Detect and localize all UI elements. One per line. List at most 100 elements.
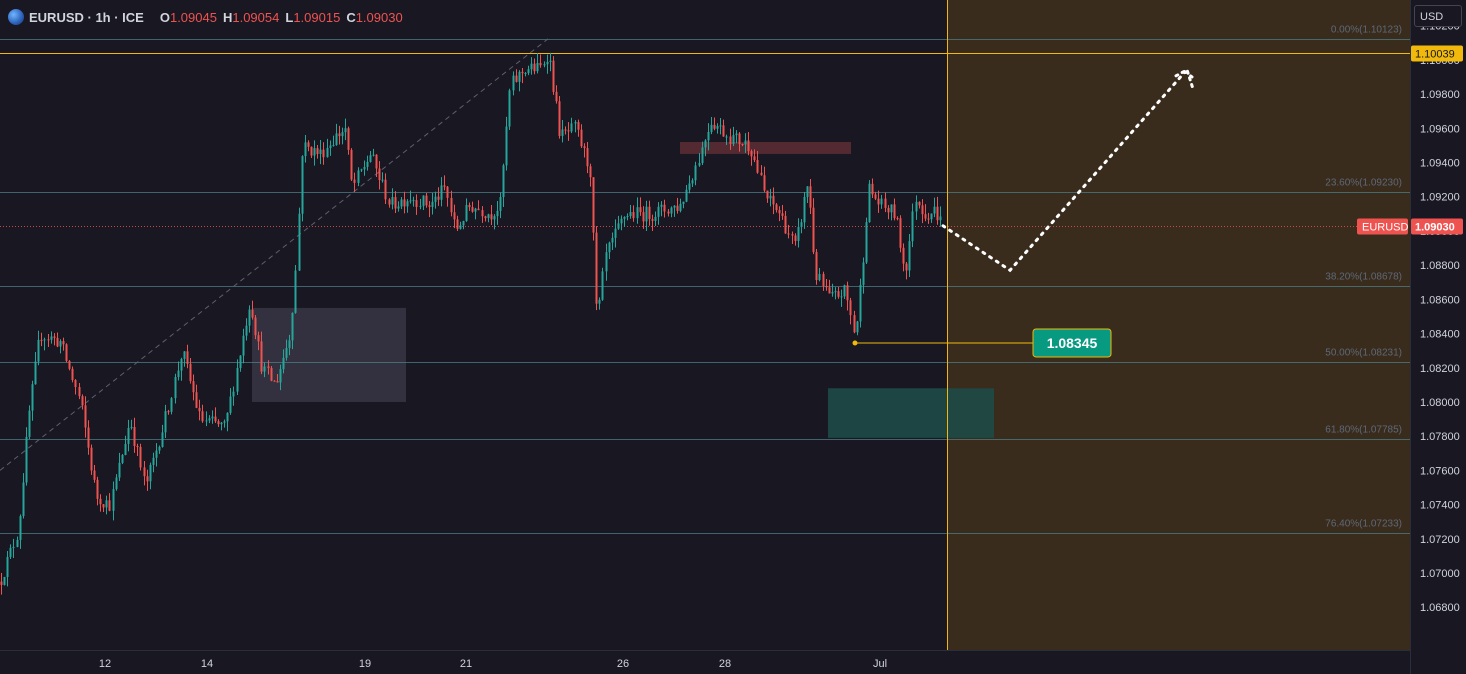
candle-body [493, 216, 496, 220]
candle-body [201, 411, 204, 422]
candle-body [344, 128, 347, 133]
candle-body [840, 296, 843, 298]
candle-body [834, 291, 837, 293]
candle-body [787, 233, 790, 235]
candle-body [248, 309, 251, 326]
candle-body [143, 467, 146, 477]
candle-body [341, 132, 344, 137]
candle-body [471, 207, 474, 212]
candle-body [753, 156, 756, 161]
high-value: 1.09054 [232, 9, 280, 25]
candle-body [657, 206, 660, 217]
candle-body [608, 242, 611, 253]
candle-body [205, 420, 208, 422]
candle-body [490, 214, 493, 220]
candle-body [561, 129, 564, 136]
candle-body [43, 339, 46, 341]
candle-body [329, 145, 332, 149]
current-price-badge-text: 1.09030 [1415, 222, 1455, 234]
candle-body [25, 436, 28, 483]
candle-body [254, 317, 257, 336]
candle-body [595, 232, 598, 304]
candle-body [217, 421, 220, 425]
candle-body [353, 179, 356, 183]
symbol-title[interactable]: EURUSD · 1h · ICE [29, 9, 144, 25]
candle-body [149, 464, 152, 482]
candle-body [19, 516, 22, 540]
candle-body [415, 200, 418, 207]
candle-body [139, 446, 142, 468]
candle-body [722, 125, 725, 137]
candle-body [456, 219, 459, 229]
candle-body [642, 212, 645, 222]
candle-body [825, 285, 828, 288]
symbol-header: EURUSD · 1h · ICE O 1.09045 H 1.09054 L 1.0… [8, 8, 403, 26]
candle-body [183, 351, 186, 359]
candle-body [822, 273, 825, 286]
candle-body [291, 312, 294, 341]
candle-body [871, 183, 874, 195]
candle-body [108, 500, 111, 511]
price-tick-3: 1.09600 [1420, 123, 1460, 135]
time-tick-2: 19 [359, 658, 371, 670]
candle-body [443, 185, 446, 187]
candle-body [744, 140, 747, 145]
candle-body [915, 201, 918, 212]
candle-body [294, 270, 297, 313]
candle-body [518, 71, 521, 82]
candle-body [654, 216, 657, 221]
low-marker-dot [852, 340, 858, 346]
candle-body [127, 427, 130, 444]
candle-body [9, 547, 12, 557]
candle-body [87, 427, 90, 448]
candle-body [372, 154, 375, 156]
candle-body [484, 216, 487, 219]
candle-body [152, 457, 155, 465]
candle-body [564, 129, 567, 131]
candle-body [406, 201, 409, 207]
candle-body [874, 194, 877, 199]
currency-button[interactable]: USD [1414, 5, 1462, 27]
candle-body [676, 205, 679, 211]
candle-body [837, 291, 840, 297]
candle-body [431, 201, 434, 207]
candle-body [667, 211, 670, 214]
candle-body [772, 195, 775, 205]
candle-body [543, 64, 546, 66]
candle-body [605, 252, 608, 272]
candle-body [589, 166, 592, 178]
candle-body [636, 207, 639, 219]
candle-body [338, 133, 341, 137]
price-tick-2: 1.09800 [1420, 89, 1460, 101]
candle-body [450, 197, 453, 213]
low-price-label-box [1032, 328, 1112, 358]
candle-body [583, 146, 586, 149]
candle-body [419, 205, 422, 207]
candle-body [195, 392, 198, 408]
candle-body [614, 228, 617, 238]
candle-body [16, 539, 19, 547]
candle-body [694, 165, 697, 181]
candle-body [453, 212, 456, 220]
candle-body [862, 262, 865, 285]
candle-body [242, 335, 245, 356]
candle-body [357, 170, 360, 183]
candle-body [930, 213, 933, 220]
candle-body [815, 252, 818, 281]
candle-body [701, 147, 704, 163]
candle-body [629, 212, 632, 217]
candle-body [301, 156, 304, 214]
candle-body [257, 335, 260, 342]
future-range-area [947, 0, 1410, 650]
candle-body [81, 396, 84, 406]
candle-body [360, 169, 363, 171]
candle-body [381, 179, 384, 181]
candle-body [533, 63, 536, 72]
candle-body [251, 309, 254, 318]
resistance-price-badge [1411, 45, 1463, 62]
candle-body [784, 215, 787, 234]
candle-body [214, 416, 217, 422]
candle-body [28, 410, 31, 437]
candle-body [546, 61, 549, 65]
